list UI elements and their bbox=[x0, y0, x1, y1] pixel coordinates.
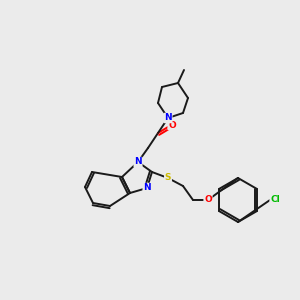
Text: O: O bbox=[204, 196, 212, 205]
Text: S: S bbox=[165, 173, 171, 182]
Text: O: O bbox=[168, 121, 176, 130]
Text: N: N bbox=[143, 184, 151, 193]
Text: Cl: Cl bbox=[270, 196, 280, 205]
Text: N: N bbox=[134, 158, 142, 166]
Text: N: N bbox=[164, 113, 172, 122]
